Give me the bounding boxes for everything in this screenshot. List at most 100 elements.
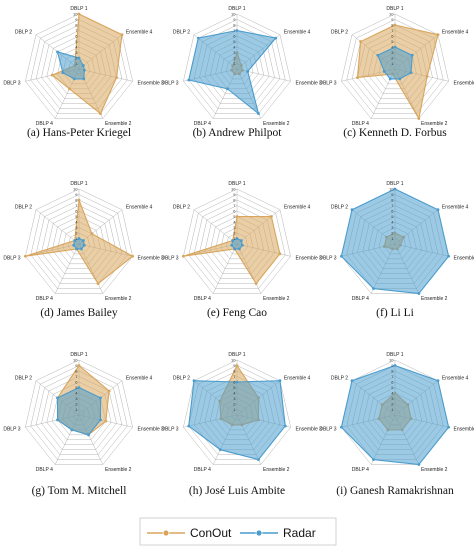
tick-label: 10 xyxy=(231,357,236,362)
tick-label: 4 xyxy=(75,219,78,224)
grid-ring xyxy=(51,216,107,270)
tick-label: 4 xyxy=(391,44,394,49)
tick-label: 7 xyxy=(75,28,78,33)
tick-label: 10 xyxy=(389,357,394,362)
data-point-radar xyxy=(56,418,59,422)
data-point-radar xyxy=(398,77,402,81)
data-point-radar xyxy=(61,71,65,75)
data-point-conout xyxy=(68,87,71,91)
data-point-conout xyxy=(107,389,111,393)
tick-label: 4 xyxy=(75,390,78,395)
data-point-radar xyxy=(388,77,392,81)
grid-ring xyxy=(341,13,449,119)
data-point-conout xyxy=(181,254,185,258)
data-point-radar xyxy=(278,379,282,383)
data-point-radar xyxy=(82,68,86,72)
tick-label: 5 xyxy=(75,214,78,219)
axis-label-dblp-2: DBLP 2 xyxy=(331,30,348,36)
axis-label-dblp-3: DBLP 3 xyxy=(319,426,336,432)
tick-label: 5 xyxy=(391,385,394,390)
data-point-conout xyxy=(115,76,118,79)
tick-label: 7 xyxy=(233,28,236,33)
tick-label: 8 xyxy=(233,22,236,27)
tick-label: 9 xyxy=(233,192,236,197)
tick-label: 10 xyxy=(231,11,236,16)
data-point-radar xyxy=(339,254,343,258)
panel-caption: (d) James Bailey xyxy=(40,307,118,319)
grid-ring xyxy=(183,13,291,119)
axis-label-dblp-2: DBLP 2 xyxy=(173,376,190,382)
axis-label-dblp-2: DBLP 2 xyxy=(173,30,190,36)
grid-ring xyxy=(25,359,133,465)
legend: ConOut Radar xyxy=(139,517,337,546)
tick-label: 2 xyxy=(233,401,236,406)
grid-ring xyxy=(30,194,128,289)
series-area-radar xyxy=(188,29,277,116)
data-point-radar xyxy=(237,247,241,251)
data-point-radar xyxy=(187,424,191,428)
data-point-radar xyxy=(233,247,237,251)
tick-label: 1 xyxy=(391,61,394,66)
grid-ring xyxy=(46,210,112,274)
data-point-radar xyxy=(447,254,451,258)
data-point-conout xyxy=(235,215,239,218)
tick-label: 8 xyxy=(233,368,236,373)
axis-label-ensemble-3: Ensemble 3 xyxy=(453,80,474,86)
grid-spoke xyxy=(35,209,80,245)
axis-label-dblp-4: DBLP 4 xyxy=(36,121,53,127)
data-point-conout xyxy=(393,23,397,27)
tick-label: 7 xyxy=(233,374,236,379)
tick-label: 2 xyxy=(233,230,236,235)
data-point-conout xyxy=(436,33,440,37)
data-point-radar xyxy=(240,243,244,247)
data-point-radar xyxy=(77,386,81,389)
data-point-radar xyxy=(382,70,386,73)
data-point-radar xyxy=(99,418,102,422)
data-point-radar xyxy=(436,208,440,212)
tick-label: 5 xyxy=(233,385,236,390)
tick-label: 10 xyxy=(73,357,78,362)
data-point-radar xyxy=(350,208,354,212)
data-point-radar xyxy=(87,433,90,437)
tick-label: 7 xyxy=(75,203,78,208)
data-point-radar xyxy=(239,239,243,242)
tick-label: 10 xyxy=(73,186,78,191)
tick-label: 3 xyxy=(391,225,394,230)
data-point-conout xyxy=(104,419,108,423)
panel-caption: (g) Tom M. Mitchell xyxy=(32,485,127,497)
tick-label: 9 xyxy=(233,17,236,22)
data-point-conout xyxy=(77,364,81,367)
axis-label-ensemble-3: Ensemble 3 xyxy=(137,80,164,86)
axis-label-dblp-3: DBLP 3 xyxy=(3,80,20,86)
data-point-radar xyxy=(72,77,76,81)
tick-label: 7 xyxy=(391,374,394,379)
tick-label: 1 xyxy=(233,407,236,412)
data-point-radar xyxy=(77,56,81,60)
axis-label-ensemble-2: Ensemble 2 xyxy=(421,121,448,127)
axis-label-ensemble-3: Ensemble 3 xyxy=(453,255,474,261)
axis-label-ensemble-3: Ensemble 3 xyxy=(453,426,474,432)
data-point-radar xyxy=(436,379,440,383)
tick-label: 8 xyxy=(75,22,78,27)
tick-label: 4 xyxy=(391,390,394,395)
tick-label: 10 xyxy=(389,186,394,191)
axis-label-dblp-4: DBLP 4 xyxy=(194,296,211,302)
tick-label: 1 xyxy=(75,407,78,412)
data-point-radar xyxy=(79,247,83,251)
grid-ring xyxy=(57,221,101,265)
tick-label: 6 xyxy=(391,33,394,38)
data-point-radar xyxy=(192,379,196,383)
tick-label: 8 xyxy=(391,368,394,373)
axis-label-dblp-4: DBLP 4 xyxy=(36,296,53,302)
tick-label: 10 xyxy=(389,11,394,16)
data-point-radar xyxy=(82,77,86,81)
data-point-radar xyxy=(417,463,421,466)
tick-label: 7 xyxy=(233,203,236,208)
axis-label-ensemble-4: Ensemble 4 xyxy=(126,205,153,211)
grid-spoke xyxy=(212,243,238,294)
data-point-conout xyxy=(425,74,429,78)
data-point-conout xyxy=(356,76,359,79)
tick-label: 3 xyxy=(233,225,236,230)
